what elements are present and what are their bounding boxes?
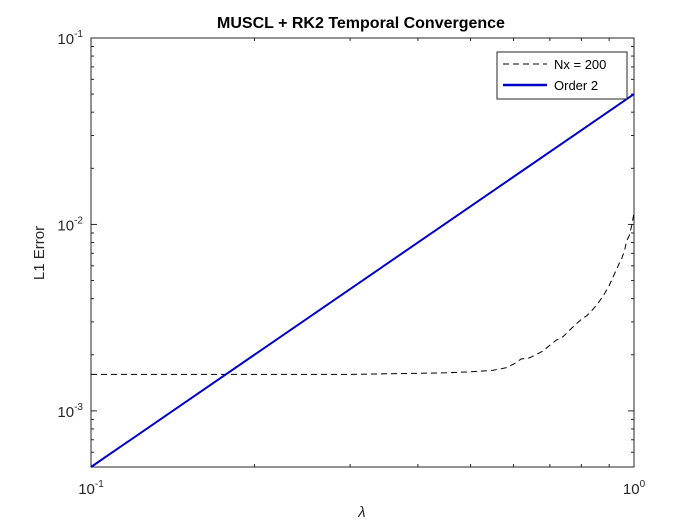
y-tick-label: 10-3 (57, 402, 83, 421)
legend-box (496, 51, 628, 100)
series-layer (90, 93, 635, 468)
legend: Nx = 200 Order 2 (496, 51, 628, 100)
legend-label-order2: Order 2 (554, 78, 598, 93)
plot-area (90, 37, 635, 468)
x-axis-label: λ (357, 504, 365, 521)
legend-label-nx200: Nx = 200 (554, 57, 606, 72)
y-axis-label: L1 Error (31, 226, 48, 280)
axis-ticks: 10-1 100 10-3 10-2 10-1 (57, 29, 645, 498)
x-tick-label: 10-1 (78, 479, 104, 498)
series-line-0 (91, 213, 635, 375)
y-tick-label: 10-2 (57, 215, 83, 234)
x-tick-label: 100 (623, 479, 646, 498)
series-line-1 (90, 93, 635, 468)
chart-title: MUSCL + RK2 Temporal Convergence (217, 15, 505, 32)
y-tick-label: 10-1 (57, 29, 83, 48)
